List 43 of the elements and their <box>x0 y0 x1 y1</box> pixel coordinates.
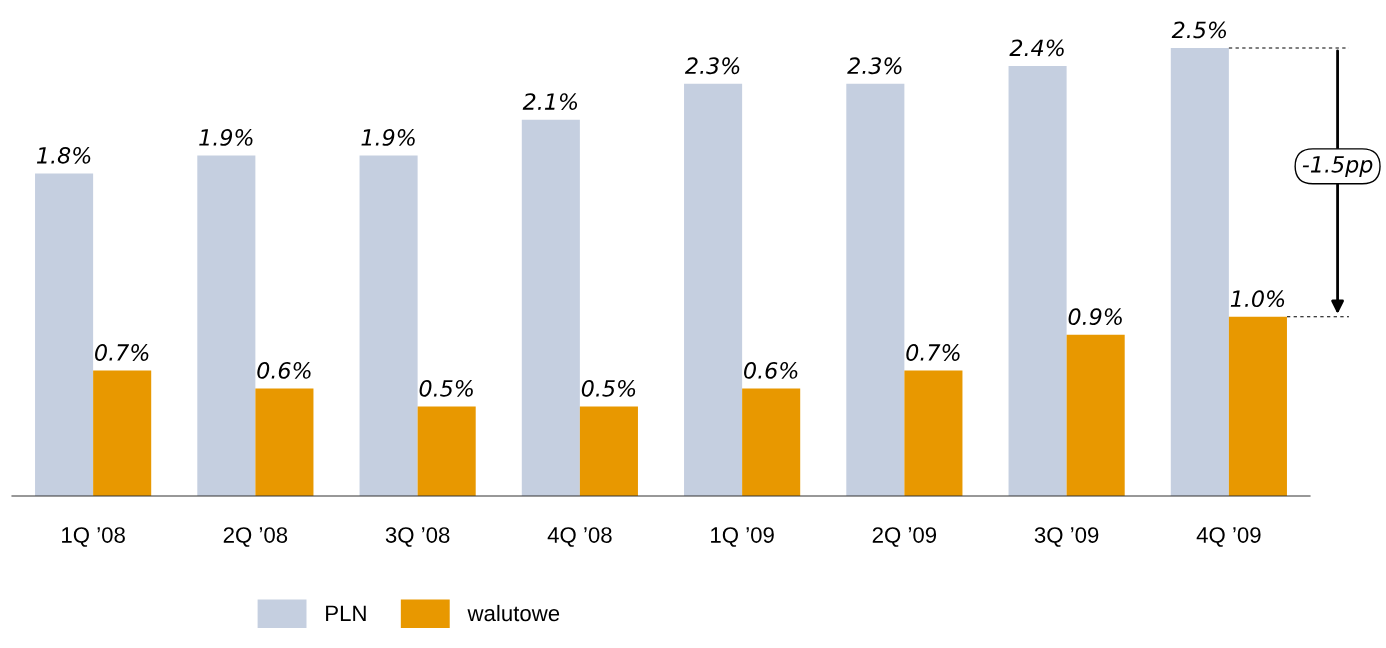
x-tick-label: 1Q ’08 <box>62 527 125 547</box>
x-tick-label: 4Q ’08 <box>547 527 612 547</box>
data-label: 2.4% <box>1009 39 1064 57</box>
x-tick-label: 1Q ’09 <box>711 527 774 547</box>
data-label: 2.3% <box>847 57 902 75</box>
bar <box>255 388 314 496</box>
bar <box>521 119 580 496</box>
data-label: 0.7% <box>95 344 149 361</box>
x-tick-label: 3Q ’08 <box>385 527 450 547</box>
data-label: 2.1% <box>522 93 578 110</box>
x-tick-label: 2Q ’08 <box>223 527 288 547</box>
data-label: 2.5% <box>1171 21 1227 39</box>
data-label: 0.7% <box>906 344 960 361</box>
data-label: 2.3% <box>684 57 740 75</box>
data-label: 0.6% <box>744 361 798 379</box>
bar <box>1170 48 1229 496</box>
data-label: 1.0% <box>1230 290 1285 308</box>
legend-label: walutowe <box>467 604 560 622</box>
bar <box>1066 334 1125 496</box>
bar <box>359 155 418 496</box>
bar <box>742 388 801 496</box>
annotation: -1.5pp <box>1302 156 1373 178</box>
bar <box>846 83 905 496</box>
bar <box>417 406 476 496</box>
bar <box>35 173 94 496</box>
bar <box>579 406 638 496</box>
bar <box>684 83 743 496</box>
data-label: 1.9% <box>361 129 415 146</box>
bar <box>1008 65 1067 496</box>
data-label: 1.9% <box>199 129 253 146</box>
data-label: 0.6% <box>257 361 311 379</box>
data-label: 0.5% <box>419 379 473 397</box>
x-tick-label: 4Q ’09 <box>1196 527 1261 547</box>
data-label: 0.5% <box>581 379 636 397</box>
x-tick-label: 2Q ’09 <box>872 527 937 547</box>
bar <box>93 370 152 496</box>
data-label: 1.8% <box>36 146 91 164</box>
x-tick-label: 3Q ’09 <box>1034 527 1099 547</box>
data-label: 0.9% <box>1068 308 1122 326</box>
bar <box>904 370 963 496</box>
bar <box>1228 316 1287 496</box>
bar <box>197 155 256 496</box>
legend-label: PLN <box>326 605 366 621</box>
